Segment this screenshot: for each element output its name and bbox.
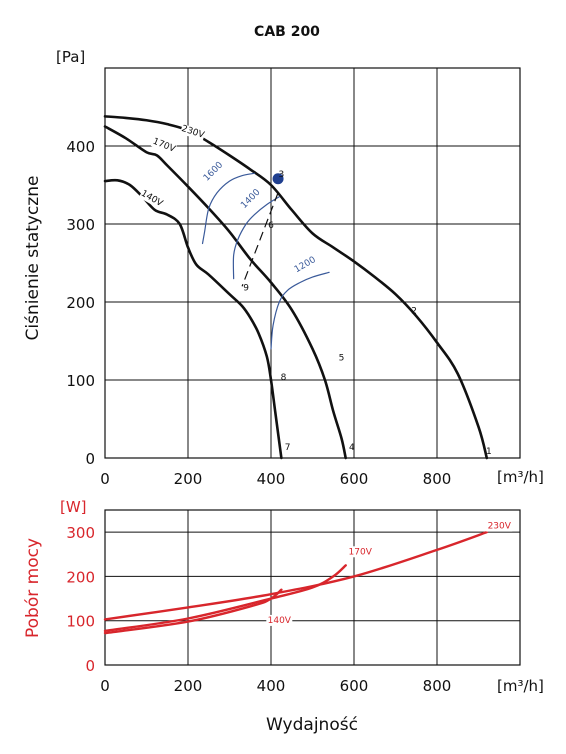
- top-point-label: 5: [339, 354, 345, 364]
- top-series-label: 230V: [180, 124, 206, 141]
- top-x-tick-label: 800: [423, 470, 452, 488]
- bottom-x-tick-label: 200: [174, 677, 203, 695]
- bottom-series-label: 230V: [488, 522, 512, 532]
- top-point-label: 7: [285, 443, 291, 453]
- top-x-tick-label: 0: [100, 470, 110, 488]
- top-series: [103, 115, 489, 460]
- top-point-label: 3: [279, 170, 285, 180]
- top-point-label: 6: [268, 221, 274, 231]
- bottom-series-label-bg: [266, 614, 293, 626]
- top-series-label-bg: [201, 159, 226, 184]
- top-series-label: 170V: [151, 137, 177, 155]
- bottom-plot-frame: [104, 509, 521, 666]
- bottom-y-axis-label: Pobór mocy: [23, 538, 43, 638]
- top-series-line-1400: [232, 196, 280, 280]
- bottom-series-line-230V: [103, 530, 488, 621]
- top-series-line-230V: [103, 115, 489, 460]
- bottom-series-line-170V: [103, 564, 347, 633]
- top-system-curve: [241, 192, 279, 287]
- top-point-label: 4: [349, 443, 355, 453]
- top-point-label: 8: [281, 373, 287, 383]
- top-y-tick-label: 400: [66, 138, 95, 156]
- bottom-series-label-bg: [486, 520, 513, 532]
- bottom-series-label-bg: [347, 546, 374, 558]
- top-point-label: 2: [411, 307, 417, 317]
- chart-title: CAB 200: [254, 24, 320, 40]
- top-operating-point: [272, 173, 284, 185]
- bottom-x-tick-label: 600: [340, 677, 369, 695]
- top-y-tick-label: 0: [85, 450, 95, 468]
- top-x-tick-label: 200: [174, 470, 203, 488]
- top-y-tick-label: 200: [66, 294, 95, 312]
- bottom-x-tick-label: 400: [257, 677, 286, 695]
- top-series-line-140V: [103, 178, 283, 460]
- top-series-line-1200: [270, 271, 330, 350]
- top-series-label-bg: [292, 254, 319, 276]
- bottom-series-line-140V: [103, 588, 283, 635]
- bottom-series-label: 170V: [349, 547, 373, 557]
- bottom-x-unit: [m³/h]: [497, 677, 544, 695]
- top-series-label-bg: [150, 136, 177, 155]
- bottom-y-tick-label: 100: [66, 613, 95, 631]
- x-axis-label: Wydajność: [266, 715, 358, 735]
- bottom-series: [103, 530, 488, 635]
- top-series-line-1600: [201, 172, 255, 245]
- top-series-line-170V: [103, 125, 347, 460]
- bottom-x-tick-label: 0: [100, 677, 110, 695]
- top-y-unit: [Pa]: [56, 48, 85, 66]
- bottom-x-tick-label: 800: [423, 677, 452, 695]
- top-series-label: 1200: [293, 255, 318, 275]
- top-series-label-bg: [179, 123, 206, 141]
- bottom-y-tick-label: 200: [66, 568, 95, 586]
- top-point-label: 1: [486, 447, 492, 457]
- top-plot-frame: [104, 67, 521, 459]
- top-y-tick-label: 300: [66, 216, 95, 234]
- top-x-tick-label: 400: [257, 470, 286, 488]
- bottom-series-label: 140V: [268, 616, 292, 626]
- bottom-labels: 230V 170V 140V: [266, 520, 513, 626]
- top-ticks: 0 200 400 600 800 0 100 200 300 400: [66, 138, 451, 488]
- top-point-label: 9: [243, 283, 249, 293]
- top-x-unit: [m³/h]: [497, 468, 544, 486]
- bottom-y-tick-label: 0: [85, 657, 95, 675]
- top-series-label-bg: [138, 188, 165, 210]
- top-y-tick-label: 100: [66, 372, 95, 390]
- bottom-y-tick-label: 300: [66, 524, 95, 542]
- top-y-axis-label: Ciśnienie statyczne: [23, 176, 43, 341]
- top-series-label-bg: [238, 187, 263, 212]
- top-x-tick-label: 600: [340, 470, 369, 488]
- bottom-y-unit: [W]: [60, 498, 87, 516]
- bottom-ticks: 0 200 400 600 800 0 100 200 300: [66, 524, 451, 695]
